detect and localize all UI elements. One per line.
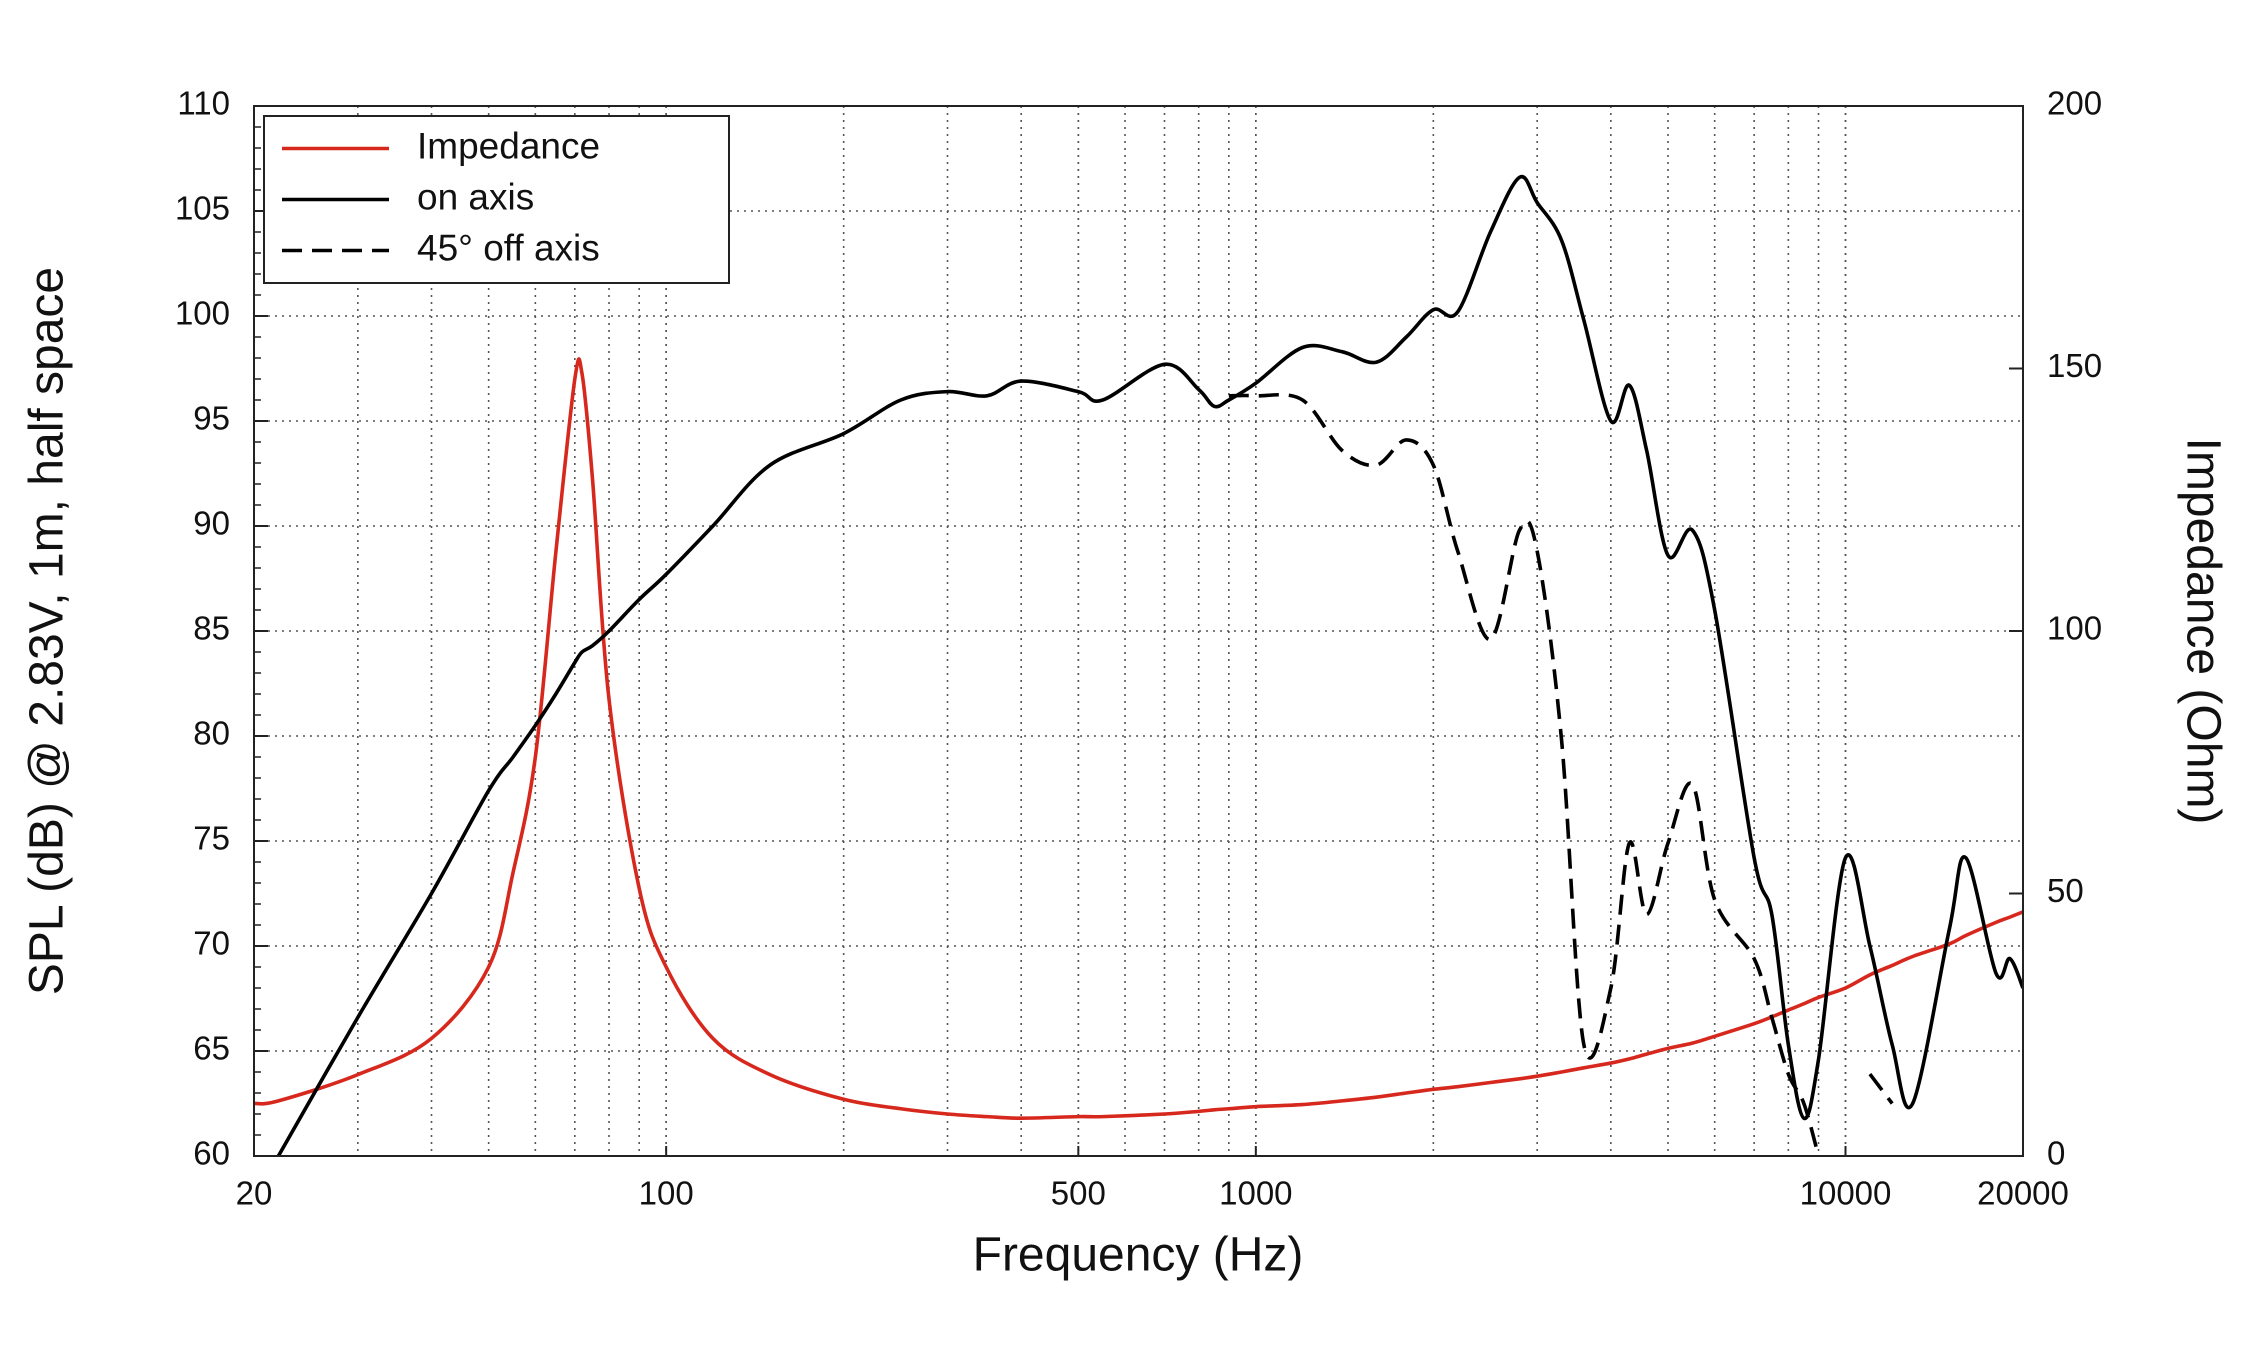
y-tick-label: 100 [175,295,230,332]
x-axis-title: Frequency (Hz) [973,1229,1304,1282]
legend-label: on axis [417,176,534,217]
y-tick-label: 80 [193,715,230,752]
plot-lines [254,174,2023,1156]
legend: Impedance on axis 45° off axis [263,115,730,284]
legend-label: 45° off axis [417,227,600,268]
y2-tick-label: 0 [2047,1135,2065,1172]
ticks: 20 100 500 1000 10000 20000606570758085909510… [175,85,2102,1212]
y-tick-label: 90 [193,505,230,542]
x-tick-label: 20 [236,1175,273,1212]
legend-label: Impedance [417,125,600,166]
x-tick-label: 10000 [1800,1175,1892,1212]
y2-tick-label: 200 [2047,85,2102,122]
y-tick-label: 85 [193,610,230,647]
y-tick-label: 105 [175,190,230,227]
y2-tick-label: 100 [2047,610,2102,647]
y-tick-label: 110 [177,85,230,122]
series-line [254,357,2023,1120]
x-tick-label: 20000 [1977,1175,2069,1212]
y-tick-label: 60 [193,1135,230,1172]
y2-axis-title: Impedance (Ohm) [2176,438,2229,825]
series-line [1228,392,1894,1156]
y-tick-label: 95 [193,400,230,437]
y2-tick-label: 50 [2047,872,2084,909]
y-tick-label: 70 [193,925,230,962]
y-axis-title: SPL (dB) @ 2.83V, 1m, half space [21,267,74,995]
y-tick-label: 75 [193,820,230,857]
x-tick-label: 500 [1051,1175,1106,1212]
y2-tick-label: 150 [2047,347,2102,384]
x-tick-label: 1000 [1219,1175,1292,1212]
x-tick-label: 100 [639,1175,694,1212]
y-tick-label: 65 [193,1030,230,1067]
series-line [276,174,2023,1156]
